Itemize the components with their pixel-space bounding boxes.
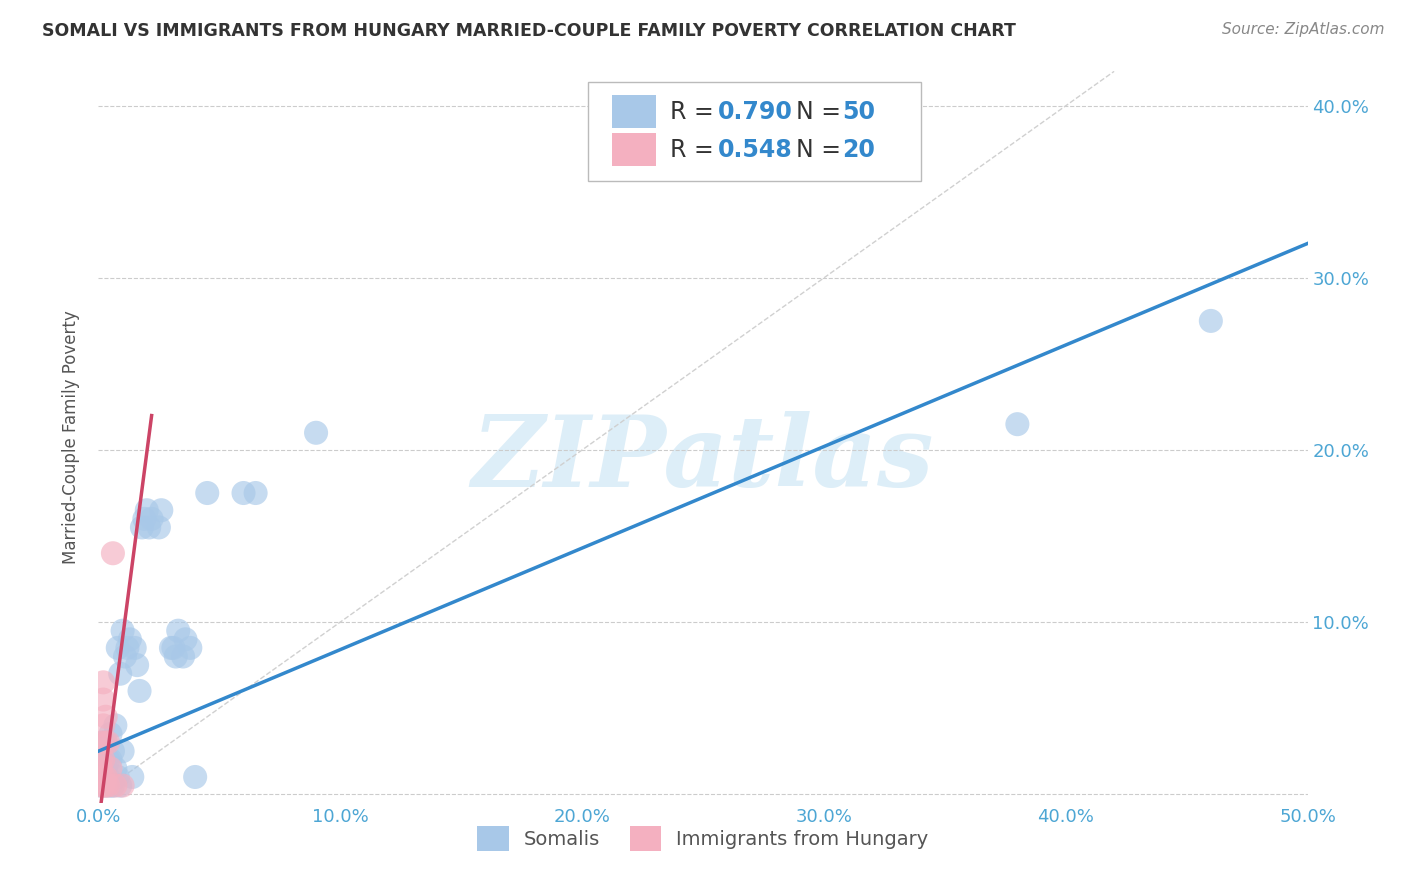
- Point: [121, 770, 143, 784]
- Point: [90, 735, 112, 749]
- Point: [94, 779, 117, 793]
- Point: [160, 640, 183, 655]
- Point: [104, 779, 127, 793]
- Point: [97, 735, 120, 749]
- Point: [111, 624, 134, 638]
- Point: [179, 640, 201, 655]
- Point: [91, 718, 114, 732]
- Point: [91, 770, 114, 784]
- Point: [107, 770, 129, 784]
- Point: [108, 779, 131, 793]
- Point: [162, 640, 184, 655]
- Point: [128, 684, 150, 698]
- Point: [104, 761, 127, 775]
- Point: [150, 503, 173, 517]
- Point: [107, 640, 129, 655]
- Point: [91, 675, 114, 690]
- Legend: Somalis, Immigrants from Hungary: Somalis, Immigrants from Hungary: [470, 818, 936, 859]
- Point: [124, 640, 146, 655]
- Point: [90, 753, 112, 767]
- Y-axis label: Married-Couple Family Poverty: Married-Couple Family Poverty: [62, 310, 80, 564]
- Point: [167, 624, 190, 638]
- Point: [94, 770, 117, 784]
- Point: [91, 770, 114, 784]
- Point: [97, 779, 120, 793]
- Point: [94, 710, 117, 724]
- Text: 0.790: 0.790: [717, 100, 793, 124]
- Point: [165, 649, 187, 664]
- Text: R =: R =: [671, 100, 721, 124]
- FancyBboxPatch shape: [613, 95, 655, 128]
- Point: [94, 735, 117, 749]
- Point: [91, 753, 114, 767]
- Point: [148, 520, 170, 534]
- Point: [135, 503, 157, 517]
- Point: [114, 649, 136, 664]
- Point: [1007, 417, 1029, 432]
- Point: [138, 520, 160, 534]
- Point: [232, 486, 254, 500]
- Point: [104, 718, 127, 732]
- Point: [100, 779, 122, 793]
- Point: [131, 520, 153, 534]
- Point: [111, 744, 134, 758]
- Text: N =: N =: [796, 137, 849, 161]
- Point: [97, 770, 120, 784]
- Point: [134, 512, 156, 526]
- Text: SOMALI VS IMMIGRANTS FROM HUNGARY MARRIED-COUPLE FAMILY POVERTY CORRELATION CHAR: SOMALI VS IMMIGRANTS FROM HUNGARY MARRIE…: [42, 22, 1017, 40]
- Point: [90, 761, 112, 775]
- FancyBboxPatch shape: [588, 82, 921, 181]
- Point: [91, 735, 114, 749]
- Point: [90, 779, 112, 793]
- Point: [1199, 314, 1222, 328]
- Text: Source: ZipAtlas.com: Source: ZipAtlas.com: [1222, 22, 1385, 37]
- Point: [94, 761, 117, 775]
- Text: ZIPatlas: ZIPatlas: [472, 411, 934, 508]
- Point: [94, 735, 117, 749]
- Point: [101, 744, 124, 758]
- Point: [305, 425, 328, 440]
- Text: R =: R =: [671, 137, 721, 161]
- Point: [141, 512, 163, 526]
- Text: 50: 50: [842, 100, 875, 124]
- Point: [100, 727, 122, 741]
- Point: [101, 779, 124, 793]
- Point: [90, 779, 112, 793]
- Point: [172, 649, 194, 664]
- Point: [91, 692, 114, 706]
- Point: [111, 779, 134, 793]
- Text: 0.548: 0.548: [717, 137, 792, 161]
- Text: 20: 20: [842, 137, 875, 161]
- Point: [91, 779, 114, 793]
- Point: [184, 770, 207, 784]
- Point: [94, 779, 117, 793]
- Text: N =: N =: [796, 100, 849, 124]
- Point: [117, 640, 139, 655]
- FancyBboxPatch shape: [613, 133, 655, 166]
- Point: [118, 632, 141, 647]
- Point: [174, 632, 197, 647]
- Point: [100, 761, 122, 775]
- Point: [108, 666, 131, 681]
- Point: [91, 753, 114, 767]
- Point: [97, 753, 120, 767]
- Point: [101, 546, 124, 560]
- Point: [245, 486, 267, 500]
- Point: [195, 486, 218, 500]
- Point: [127, 658, 149, 673]
- Point: [100, 753, 122, 767]
